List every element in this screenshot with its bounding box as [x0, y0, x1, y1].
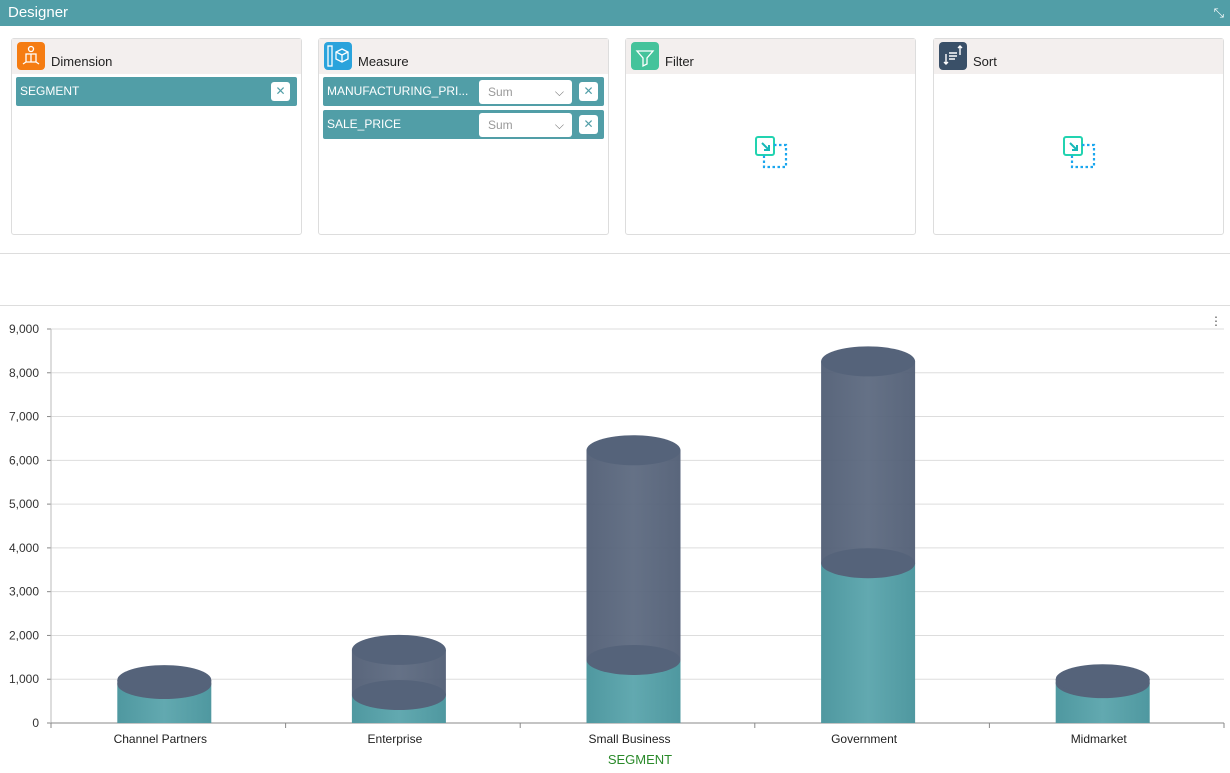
bar-sale-price[interactable] [117, 665, 212, 700]
y-tick-label: 8,000 [9, 366, 39, 380]
bar-manufacturing-price[interactable] [821, 563, 916, 723]
chip-label: MANUFACTURING_PRI... [327, 84, 469, 98]
drop-target-icon[interactable] [754, 135, 790, 176]
aggregation-select[interactable]: Sum ⌵ [479, 113, 572, 137]
y-tick-label: 4,000 [9, 541, 39, 555]
remove-button[interactable]: ✕ [271, 82, 290, 101]
sort-title: Sort [973, 54, 997, 69]
measure-chip-sale-price[interactable]: SALE_PRICE Sum ⌵ ✕ [323, 110, 604, 139]
bar-sale-price[interactable] [586, 435, 681, 675]
cylinder-chart: 0 1,000 2,000 3,000 4,000 5,000 6,000 7,000 8,00… [9, 322, 1225, 767]
divider [0, 305, 1230, 306]
dimension-panel[interactable]: Dimension SEGMENT ✕ [11, 38, 302, 235]
chip-label: SEGMENT [20, 84, 80, 98]
y-tick-label: 5,000 [9, 497, 39, 511]
chevron-down-icon: ⌵ [554, 85, 564, 99]
drop-target-icon[interactable] [1062, 135, 1098, 176]
remove-button[interactable]: ✕ [579, 82, 598, 101]
x-tick-label: Enterprise [368, 732, 423, 746]
more-options-icon[interactable]: ⋮ [1210, 314, 1222, 328]
x-tick-label: Government [831, 732, 898, 746]
measure-chip-manufacturing-price[interactable]: MANUFACTURING_PRI... Sum ⌵ ✕ [323, 77, 604, 106]
x-tick-label: Midmarket [1071, 732, 1128, 746]
measure-panel[interactable]: Measure MANUFACTURING_PRI... Sum ⌵ ✕ SALE… [318, 38, 609, 235]
filter-title: Filter [665, 54, 694, 69]
divider [0, 253, 1230, 254]
title-bar: Designer ⤡ [0, 0, 1230, 26]
x-tick-label: Small Business [588, 732, 670, 746]
x-tick-label: Channel Partners [114, 732, 207, 746]
y-tick-label: 1,000 [9, 672, 39, 686]
y-tick-label: 6,000 [9, 453, 39, 467]
sort-panel[interactable]: Sort [933, 38, 1224, 235]
bar-sale-price[interactable] [821, 346, 916, 579]
aggregation-select[interactable]: Sum ⌵ [479, 80, 572, 104]
bar-sale-price[interactable] [1055, 664, 1150, 699]
y-tick-label: 0 [32, 716, 39, 730]
dimension-icon [17, 42, 45, 70]
measure-title: Measure [358, 54, 409, 69]
y-tick-label: 3,000 [9, 585, 39, 599]
filter-panel[interactable]: Filter [625, 38, 916, 235]
chevron-down-icon: ⌵ [554, 118, 564, 132]
window-title: Designer [8, 4, 69, 21]
dimension-title: Dimension [51, 54, 113, 69]
y-tick-label: 7,000 [9, 410, 39, 424]
measure-icon [324, 42, 352, 70]
y-tick-label: 9,000 [9, 322, 39, 336]
select-value: Sum [488, 85, 513, 99]
x-axis-title: SEGMENT [608, 752, 672, 767]
filter-icon [631, 42, 659, 70]
select-value: Sum [488, 118, 513, 132]
minimize-icon[interactable]: ⤡ [1213, 5, 1224, 20]
remove-button[interactable]: ✕ [579, 115, 598, 134]
chip-label: SALE_PRICE [327, 117, 402, 131]
y-tick-label: 2,000 [9, 628, 39, 642]
bar-sale-price[interactable] [351, 634, 446, 710]
sort-icon [939, 42, 967, 70]
dimension-chip-segment[interactable]: SEGMENT ✕ [16, 77, 297, 106]
